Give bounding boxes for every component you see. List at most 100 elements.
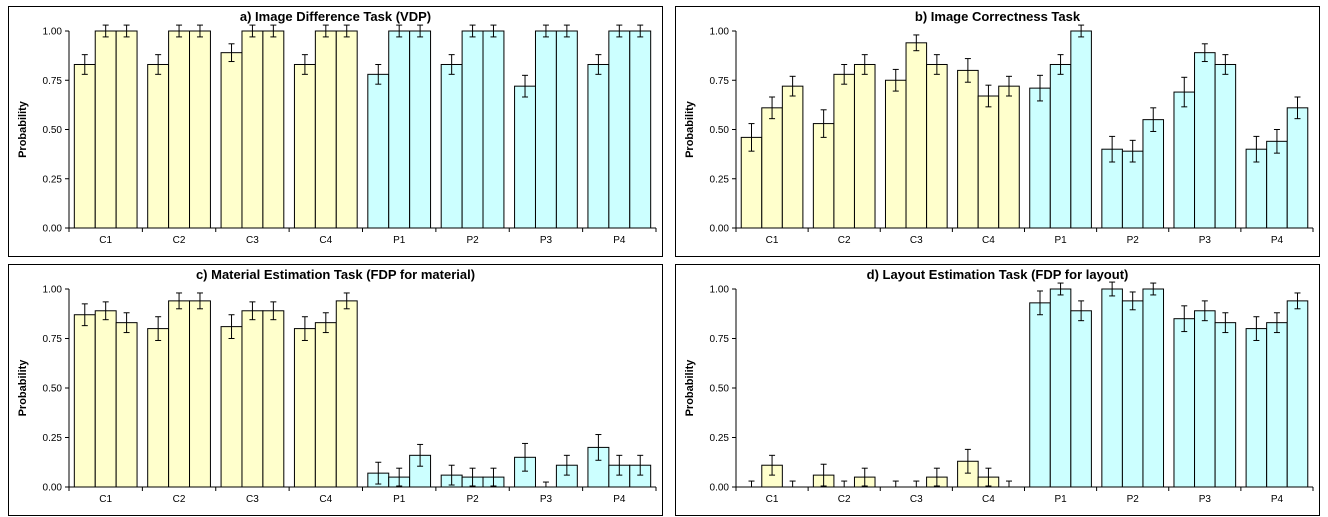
- bar: [73, 314, 96, 488]
- bar: [388, 30, 411, 229]
- x-tick-label: P3: [1199, 494, 1212, 505]
- bar: [833, 73, 855, 229]
- bar: [168, 300, 191, 488]
- x-tick-label: C2: [838, 494, 851, 505]
- chart-title: b) Image Correctness Task: [914, 9, 1081, 24]
- x-tick-label: P1: [1054, 494, 1067, 505]
- x-tick-label: P2: [466, 494, 479, 505]
- bar: [1214, 63, 1237, 229]
- bar: [220, 326, 243, 488]
- bar: [367, 73, 390, 229]
- y-tick-label: 0.25: [710, 174, 730, 185]
- bar: [241, 30, 264, 229]
- bar: [409, 30, 432, 229]
- bar: [853, 63, 876, 229]
- x-tick-label: C3: [246, 494, 259, 505]
- bar: [998, 85, 1020, 229]
- y-tick-label: 0.75: [710, 334, 730, 345]
- x-tick-label: P2: [466, 235, 479, 246]
- bar: [534, 30, 557, 229]
- x-tick-label: C1: [99, 494, 112, 505]
- chart-svg: Probability 0.00 0.25 0.50 0.75 1.00 C1 C2 C3 C4 P…: [684, 281, 1314, 505]
- y-axis-label: Probability: [684, 100, 696, 158]
- bar: [1121, 300, 1144, 488]
- bar: [189, 30, 211, 229]
- bar: [884, 79, 907, 229]
- bar: [115, 322, 138, 488]
- bar: [147, 63, 170, 229]
- bar: [1049, 288, 1072, 488]
- chart-svg: Probability 0.00 0.25 0.50 0.75 1.00 C1 C2 C3 C4 P…: [17, 285, 657, 505]
- bar: [514, 85, 536, 229]
- chart-title: c) Material Estimation Task (FDP for mat…: [195, 267, 476, 282]
- bar: [1173, 91, 1196, 229]
- x-tick-label: P2: [1127, 235, 1140, 246]
- y-tick-label: 1.00: [710, 27, 730, 38]
- x-tick-label: C1: [99, 235, 112, 246]
- y-axis-label: Probability: [684, 359, 696, 417]
- y-tick-label: 0.00: [710, 483, 730, 494]
- chart-svg: Probability 0.00 0.25 0.50 0.75 1.00 C1 C2 C3 C4 P…: [17, 24, 657, 246]
- bar: [1101, 288, 1123, 488]
- y-tick-label: 0.00: [43, 224, 63, 235]
- x-tick-label: C4: [319, 494, 332, 505]
- bar: [926, 63, 948, 229]
- bar: [1070, 30, 1092, 229]
- x-tick-label: P4: [613, 235, 626, 246]
- bar: [314, 30, 337, 229]
- chart-panel-d: d) Layout Estimation Task (FDP for layou…: [675, 264, 1320, 516]
- bar: [555, 30, 578, 229]
- bar: [957, 69, 979, 229]
- x-tick-label: P3: [540, 235, 553, 246]
- bar: [1245, 328, 1268, 488]
- bar: [1029, 302, 1051, 488]
- y-tick-label: 1.00: [43, 285, 63, 296]
- y-tick-label: 0.00: [710, 224, 730, 235]
- x-tick-label: P3: [540, 494, 553, 505]
- bar: [220, 52, 243, 229]
- x-tick-label: C3: [910, 494, 923, 505]
- x-tick-label: P1: [1054, 235, 1067, 246]
- bar: [1266, 322, 1288, 488]
- bar: [812, 123, 835, 229]
- x-tick-label: C2: [173, 235, 186, 246]
- bar: [115, 30, 138, 229]
- y-tick-label: 0.50: [710, 384, 730, 395]
- bar: [629, 30, 652, 229]
- x-tick-label: P4: [1271, 494, 1284, 505]
- bar: [1029, 87, 1051, 229]
- bar: [241, 310, 264, 488]
- y-tick-label: 1.00: [710, 285, 730, 296]
- bar: [1194, 52, 1216, 229]
- bar: [608, 30, 631, 229]
- bar: [1214, 322, 1237, 488]
- bar: [1286, 300, 1309, 488]
- bar: [440, 63, 463, 229]
- y-tick-label: 0.25: [710, 433, 730, 444]
- bar: [1194, 310, 1216, 488]
- bar: [94, 30, 117, 229]
- bar: [335, 300, 358, 488]
- bar: [262, 310, 285, 488]
- y-tick-label: 0.50: [43, 125, 63, 136]
- bar: [781, 85, 804, 229]
- x-tick-label: C1: [766, 494, 779, 505]
- chart-panel-b: b) Image Correctness Task Probability 0.0…: [675, 6, 1320, 257]
- bar: [314, 322, 337, 488]
- bar: [1142, 288, 1165, 488]
- y-tick-label: 0.75: [43, 334, 63, 345]
- y-tick-label: 0.25: [43, 174, 63, 185]
- bar: [461, 30, 484, 229]
- chart-title: d) Layout Estimation Task (FDP for layou…: [866, 267, 1129, 282]
- y-axis-label: Probability: [17, 100, 29, 158]
- x-tick-label: C4: [319, 235, 332, 246]
- bar: [189, 300, 211, 488]
- x-tick-label: C4: [982, 494, 995, 505]
- bar: [1286, 107, 1309, 229]
- y-tick-label: 0.75: [43, 76, 63, 87]
- bar: [94, 310, 117, 488]
- bar: [1142, 119, 1165, 229]
- x-tick-label: C3: [910, 235, 923, 246]
- x-tick-label: P2: [1127, 494, 1140, 505]
- bar: [293, 63, 316, 229]
